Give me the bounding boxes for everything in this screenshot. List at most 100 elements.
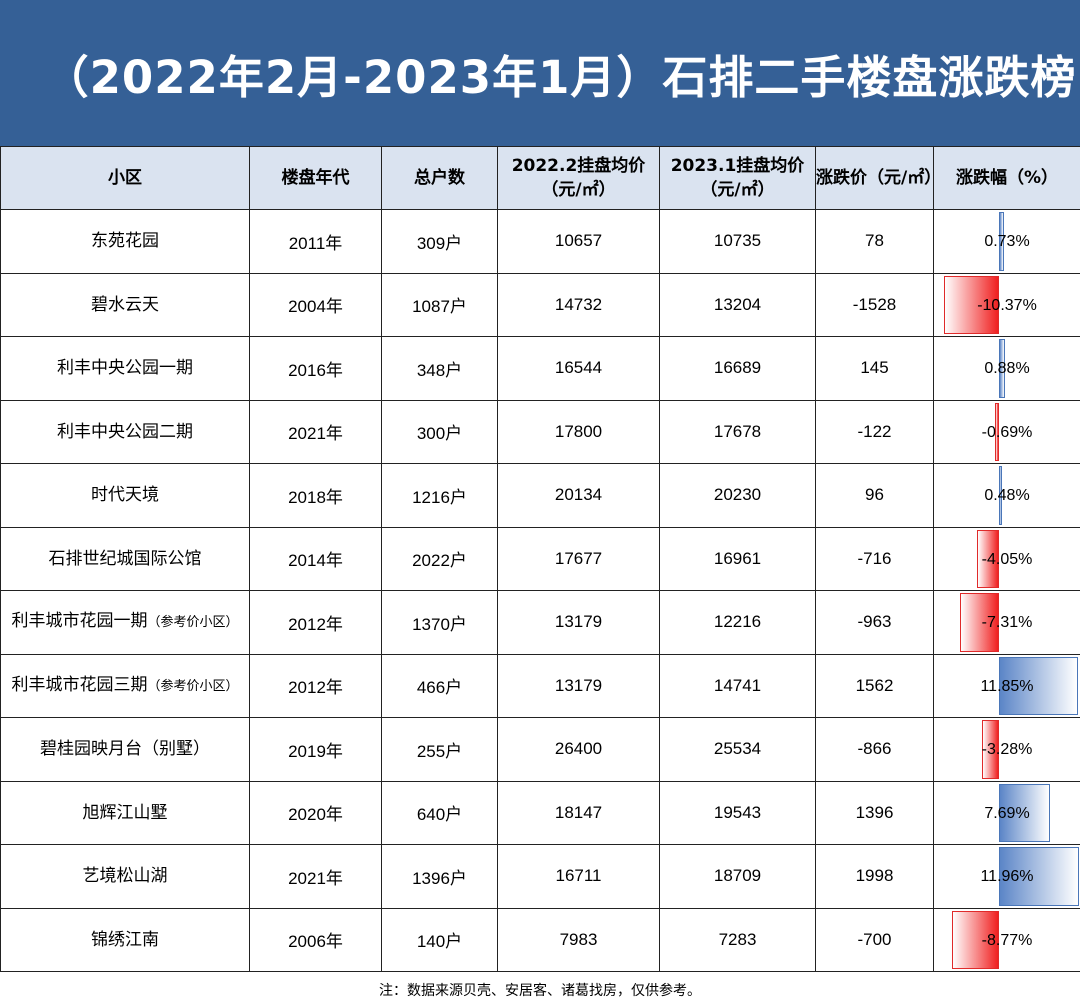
community-name: 东苑花园 — [91, 231, 159, 252]
source-footnote: 注：数据来源贝壳、安居客、诸葛找房，仅供参考。 — [379, 983, 701, 999]
table-row: 利丰城市花园三期（参考价小区） 2012年 466户 13179 14741 1562 11… — [0, 653, 1080, 718]
price-2022-cell: 16544 — [497, 336, 660, 401]
community-name: 时代天境 — [91, 485, 159, 506]
build-year-cell: 2021年 — [249, 399, 382, 464]
change-pct-cell: -0.69% — [933, 399, 1080, 464]
column-header-change: 涨跌价（元/㎡） — [815, 146, 934, 210]
community-name: 旭辉江山墅 — [82, 802, 168, 823]
households-cell: 1396户 — [381, 844, 498, 909]
price-2023-cell: 10735 — [659, 209, 816, 274]
change-pct-value: 11.85% — [980, 677, 1034, 695]
reference-price-note: （参考价小区） — [147, 678, 239, 694]
community-cell: 利丰城市花园一期（参考价小区） — [0, 590, 250, 655]
community-name: 艺境松山湖 — [82, 866, 168, 887]
increase-data-bar — [999, 466, 1002, 525]
table-row: 石排世纪城国际公馆 2014年 2022户 17677 16961 -716 -4.05% — [0, 526, 1080, 591]
change-pct-cell: -8.77% — [933, 907, 1080, 972]
households-cell: 348户 — [381, 336, 498, 401]
change-pct-value: 0.88% — [984, 360, 1030, 378]
households-cell: 140户 — [381, 907, 498, 972]
change-pct-value: 11.96% — [980, 868, 1034, 886]
change-cell: 1562 — [815, 653, 934, 718]
build-year-cell: 2018年 — [249, 463, 382, 528]
change-pct-cell: 11.85% — [933, 653, 1080, 718]
change-cell: 78 — [815, 209, 934, 274]
table-row: 旭辉江山墅 2020年 640户 18147 19543 1396 7.69% — [0, 780, 1080, 845]
community-name: 碧水云天 — [91, 294, 159, 315]
change-pct-value: -0.69% — [981, 423, 1033, 441]
table-row: 锦绣江南 2006年 140户 7983 7283 -700 -8.77% — [0, 907, 1080, 972]
decrease-data-bar — [995, 402, 999, 461]
change-pct-value: 7.69% — [984, 804, 1030, 822]
decrease-data-bar — [977, 529, 999, 588]
change-pct-cell: -10.37% — [933, 272, 1080, 337]
column-header-households: 总户数 — [381, 146, 498, 210]
table-row: 艺境松山湖 2021年 1396户 16711 18709 1998 11.96% — [0, 844, 1080, 909]
change-pct-cell: 7.69% — [933, 780, 1080, 845]
table-row: 碧水云天 2004年 1087户 14732 13204 -1528 -10.37% — [0, 272, 1080, 337]
price-2022-cell: 16711 — [497, 844, 660, 909]
community-name: 利丰城市花园一期 — [11, 611, 148, 632]
community-cell: 艺境松山湖 — [0, 844, 250, 909]
households-cell: 640户 — [381, 780, 498, 845]
price-2022-cell: 13179 — [497, 653, 660, 718]
column-header-price-2022: 2022.2挂盘均价（元/㎡） — [497, 146, 660, 210]
table-row: 东苑花园 2011年 309户 10657 10735 78 0.73% — [0, 209, 1080, 274]
households-cell: 300户 — [381, 399, 498, 464]
price-2022-cell: 18147 — [497, 780, 660, 845]
price-2022-cell: 17800 — [497, 399, 660, 464]
change-pct-cell: -3.28% — [933, 717, 1080, 782]
change-cell: -963 — [815, 590, 934, 655]
change-pct-value: 0.73% — [984, 233, 1030, 251]
column-header-price-2023: 2023.1挂盘均价（元/㎡） — [659, 146, 816, 210]
decrease-data-bar — [960, 593, 999, 652]
build-year-cell: 2012年 — [249, 653, 382, 718]
build-year-cell: 2020年 — [249, 780, 382, 845]
households-cell: 1370户 — [381, 590, 498, 655]
increase-data-bar — [999, 783, 1050, 842]
change-pct-cell: 0.88% — [933, 336, 1080, 401]
community-cell: 利丰中央公园二期 — [0, 399, 250, 464]
change-cell: 145 — [815, 336, 934, 401]
table-row: 利丰中央公园二期 2021年 300户 17800 17678 -122 -0.69% — [0, 399, 1080, 464]
community-cell: 碧水云天 — [0, 272, 250, 337]
price-2023-cell: 14741 — [659, 653, 816, 718]
price-2023-cell: 7283 — [659, 907, 816, 972]
community-cell: 锦绣江南 — [0, 907, 250, 972]
increase-data-bar — [999, 212, 1004, 271]
reference-price-note: （参考价小区） — [147, 615, 239, 631]
community-name: 石排世纪城国际公馆 — [48, 548, 202, 569]
households-cell: 466户 — [381, 653, 498, 718]
change-pct-cell: 0.73% — [933, 209, 1080, 274]
table-row: 时代天境 2018年 1216户 20134 20230 96 0.48% — [0, 463, 1080, 528]
community-name: 利丰中央公园一期 — [57, 358, 193, 379]
change-pct-value: -7.31% — [981, 614, 1033, 632]
build-year-cell: 2012年 — [249, 590, 382, 655]
price-2023-cell: 25534 — [659, 717, 816, 782]
build-year-cell: 2014年 — [249, 526, 382, 591]
change-cell: -716 — [815, 526, 934, 591]
decrease-data-bar — [944, 275, 999, 334]
build-year-cell: 2016年 — [249, 336, 382, 401]
price-2023-cell: 12216 — [659, 590, 816, 655]
community-name: 利丰中央公园二期 — [57, 421, 193, 442]
households-cell: 309户 — [381, 209, 498, 274]
change-cell: 1998 — [815, 844, 934, 909]
community-cell: 利丰城市花园三期（参考价小区） — [0, 653, 250, 718]
build-year-cell: 2004年 — [249, 272, 382, 337]
title-banner: （2022年2月-2023年1月）石排二手楼盘涨跌榜 — [0, 0, 1080, 146]
price-2023-cell: 17678 — [659, 399, 816, 464]
change-cell: -1528 — [815, 272, 934, 337]
price-2022-cell: 14732 — [497, 272, 660, 337]
build-year-cell: 2011年 — [249, 209, 382, 274]
column-header-change-pct: 涨跌幅（%） — [933, 146, 1080, 210]
community-cell: 利丰中央公园一期 — [0, 336, 250, 401]
community-cell: 旭辉江山墅 — [0, 780, 250, 845]
change-cell: -866 — [815, 717, 934, 782]
price-2023-cell: 20230 — [659, 463, 816, 528]
change-pct-value: -8.77% — [981, 931, 1033, 949]
households-cell: 255户 — [381, 717, 498, 782]
community-name: 利丰城市花园三期 — [11, 674, 148, 695]
community-cell: 东苑花园 — [0, 209, 250, 274]
